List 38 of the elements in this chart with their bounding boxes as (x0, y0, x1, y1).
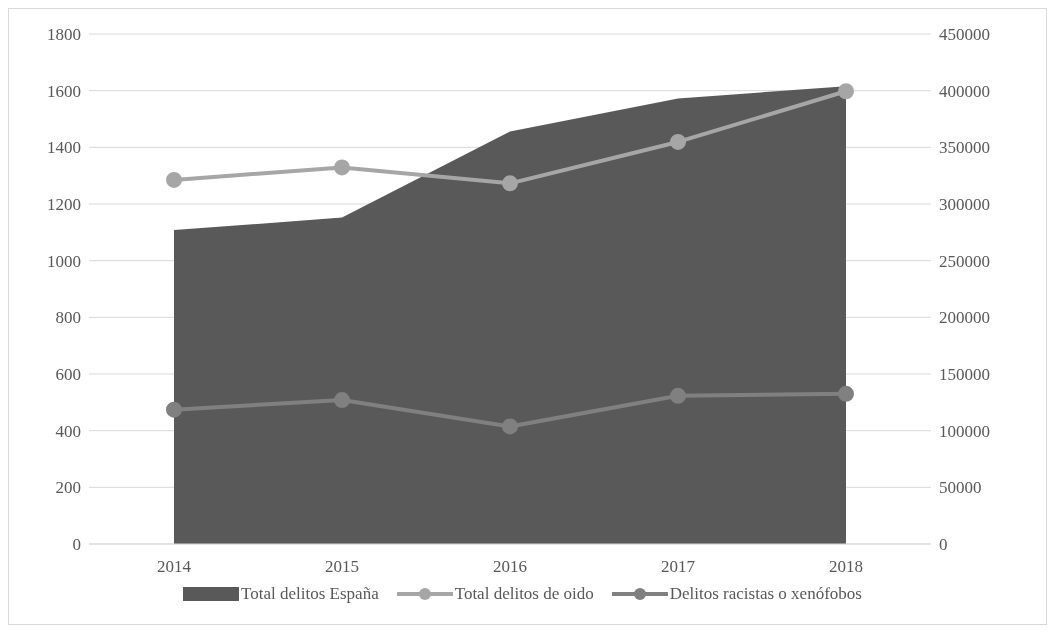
point (838, 385, 854, 402)
y2-tick-label: 150000 (939, 365, 990, 385)
y-tick-label: 400 (55, 421, 81, 441)
y-tick-label: 1600 (47, 81, 81, 101)
point (670, 387, 686, 404)
y-tick-label: 600 (55, 365, 81, 385)
legend-label: Total delitos de oido (453, 584, 594, 604)
point (502, 175, 518, 192)
point (334, 159, 350, 176)
y-tick-label: 200 (55, 478, 81, 498)
x-tick-label: 2017 (661, 557, 696, 577)
point (334, 392, 350, 409)
y2-tick-label: 250000 (939, 251, 990, 271)
y-tick-label: 0 (72, 535, 81, 555)
point (838, 83, 854, 100)
x-tick-label: 2015 (325, 557, 359, 577)
y2-tick-label: 50000 (939, 478, 982, 498)
y2-tick-label: 200000 (939, 308, 990, 328)
point (670, 133, 686, 150)
y-tick-label: 1200 (47, 195, 81, 215)
y-tick-label: 1000 (47, 251, 81, 271)
y-tick-label: 1400 (47, 138, 81, 158)
y2-tick-label: 350000 (939, 138, 990, 158)
y-tick-label: 1800 (47, 25, 81, 45)
y2-tick-label: 400000 (939, 81, 990, 101)
y2-tick-label: 100000 (939, 421, 990, 441)
point (166, 401, 182, 418)
y-tick-label: 800 (55, 308, 81, 328)
y2-tick-label: 0 (939, 535, 948, 555)
x-tick-label: 2016 (493, 557, 527, 577)
y2-tick-label: 300000 (939, 195, 990, 215)
legend-label: Total delitos España (240, 584, 379, 604)
point (166, 171, 182, 188)
point (502, 418, 518, 435)
x-tick-label: 2014 (157, 557, 192, 577)
legend-label: Delitos racistas o xenófobos (668, 584, 862, 604)
x-tick-label: 2018 (829, 557, 863, 577)
y2-tick-label: 450000 (939, 25, 990, 45)
